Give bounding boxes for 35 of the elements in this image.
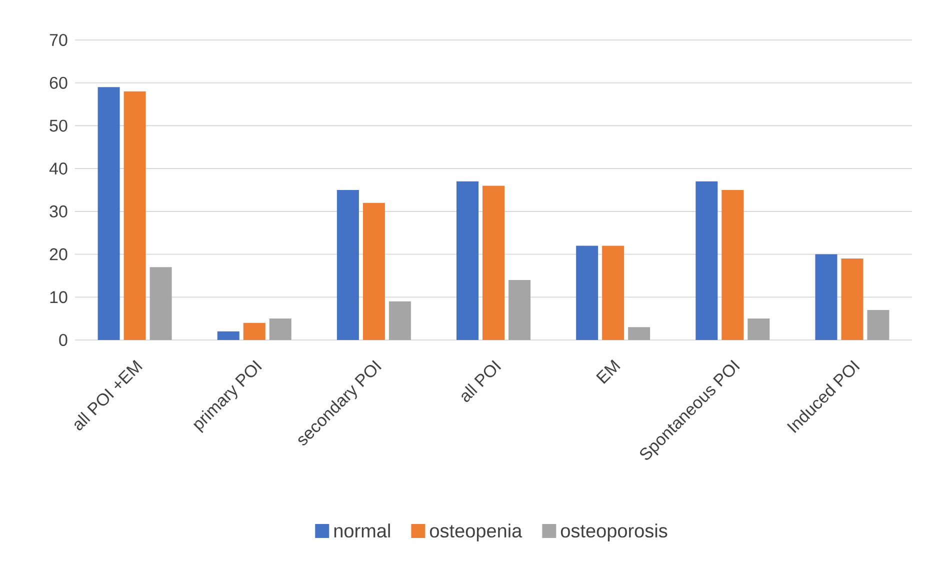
bar — [98, 87, 120, 340]
y-tick-label: 70 — [50, 34, 68, 46]
legend-label: osteopenia — [430, 524, 522, 542]
bar — [217, 331, 240, 340]
bar — [456, 181, 479, 340]
bar — [508, 280, 531, 340]
legend-label: normal — [334, 524, 390, 538]
y-tick-label: 30 — [50, 205, 68, 218]
y-tick-label: 50 — [50, 120, 68, 132]
y-tick-label: 40 — [49, 162, 68, 175]
bar — [628, 327, 650, 340]
bar — [362, 202, 385, 340]
x-tick-label: all POI +EM — [74, 360, 143, 430]
bar — [150, 267, 172, 340]
bar — [576, 246, 598, 340]
bar — [269, 318, 292, 340]
bar — [696, 181, 718, 340]
bar — [815, 254, 838, 340]
bar — [388, 301, 411, 340]
bar — [124, 91, 146, 340]
bar — [748, 318, 770, 340]
legend-label: osteoporosis — [560, 524, 668, 542]
x-tick-label: EM — [596, 359, 620, 384]
y-tick-label: 10 — [50, 291, 68, 304]
y-tick-label: 20 — [50, 248, 68, 260]
y-tick-label: 0 — [59, 334, 68, 346]
y-tick-label: 60 — [50, 76, 68, 89]
x-tick-label: all POI — [462, 360, 502, 402]
bar — [336, 190, 359, 340]
bar — [482, 186, 505, 340]
bar — [602, 246, 624, 340]
bar — [243, 322, 266, 340]
bar — [841, 258, 864, 340]
bar — [867, 310, 890, 340]
bar — [722, 190, 744, 340]
